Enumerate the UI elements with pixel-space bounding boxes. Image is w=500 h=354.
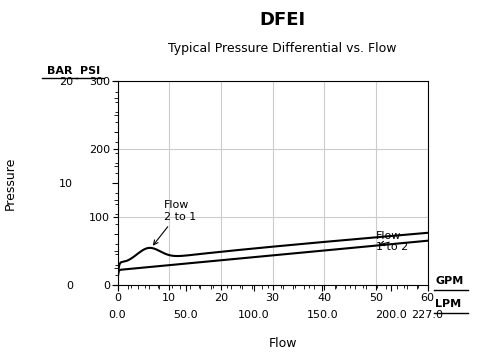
- Text: Flow: Flow: [268, 337, 297, 350]
- Text: LPM: LPM: [435, 299, 461, 309]
- Text: Flow
1 to 2: Flow 1 to 2: [376, 231, 408, 252]
- Text: Typical Pressure Differential vs. Flow: Typical Pressure Differential vs. Flow: [168, 42, 397, 56]
- Text: BAR: BAR: [47, 66, 73, 76]
- Text: Pressure: Pressure: [4, 156, 16, 210]
- Text: Flow
2 to 1: Flow 2 to 1: [154, 200, 196, 245]
- Text: DFEI: DFEI: [260, 11, 306, 29]
- Text: GPM: GPM: [435, 276, 463, 286]
- Text: PSI: PSI: [80, 66, 100, 76]
